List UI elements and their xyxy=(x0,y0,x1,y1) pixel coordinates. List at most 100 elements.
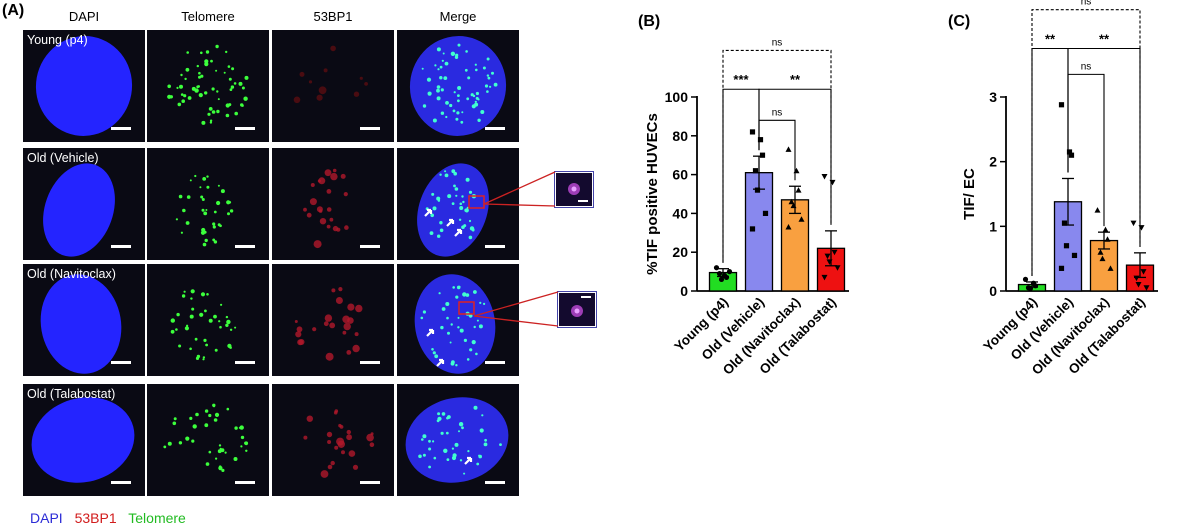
scale-bar xyxy=(111,127,131,130)
data-point xyxy=(754,187,761,193)
data-point xyxy=(716,270,723,277)
data-point xyxy=(752,168,759,174)
significance-bracket xyxy=(1031,47,1069,276)
data-point xyxy=(1104,236,1111,242)
panel-letter: (C) xyxy=(948,13,970,30)
micrograph-young-53bp1 xyxy=(272,30,394,142)
data-point xyxy=(790,202,797,209)
micrograph-navitoclax-telomere xyxy=(147,264,269,376)
significance-label: ns xyxy=(1081,0,1092,8)
micrograph-talabostat-dapi: Old (Talabostat) xyxy=(23,384,145,496)
scale-bar xyxy=(360,127,380,130)
data-point xyxy=(824,253,831,260)
scale-bar xyxy=(235,127,255,130)
zoom-inset-navitoclax xyxy=(558,292,596,327)
y-tick-label: 3 xyxy=(989,89,997,105)
data-point xyxy=(1032,283,1039,289)
y-tick-label: 20 xyxy=(672,244,688,260)
micrograph-talabostat-telomere xyxy=(147,384,269,496)
row-label-navitoclax: Old (Navitoclax) xyxy=(27,267,116,281)
significance-bracket xyxy=(722,49,832,263)
data-point xyxy=(1027,285,1034,292)
data-point xyxy=(759,152,766,158)
data-point xyxy=(788,198,795,205)
micrograph-vehicle-telomere xyxy=(147,148,269,260)
micrograph-talabostat-merge xyxy=(397,384,519,496)
column-header-merge: Merge xyxy=(439,9,477,24)
data-point xyxy=(785,223,792,230)
panel-letter: (B) xyxy=(638,13,660,30)
column-header-telomere: Telomere xyxy=(181,9,235,24)
y-tick-label: 100 xyxy=(665,89,689,105)
data-point xyxy=(749,226,756,232)
data-point xyxy=(829,179,836,186)
y-tick-label: 40 xyxy=(672,205,688,221)
scale-bar xyxy=(111,245,131,248)
data-point xyxy=(726,269,733,275)
data-point xyxy=(831,249,838,256)
data-point xyxy=(785,146,792,152)
data-point xyxy=(1099,255,1106,262)
y-tick-label: 2 xyxy=(989,154,997,170)
scale-bar xyxy=(360,245,380,248)
scale-bar xyxy=(111,481,131,484)
zoom-region-box xyxy=(468,195,485,209)
legend-53bp1: 53BP1 xyxy=(74,510,117,526)
micrograph-young-dapi: Young (p4) xyxy=(23,30,145,142)
zoom-region-box xyxy=(458,301,475,315)
arrow-marker xyxy=(454,228,463,237)
data-point xyxy=(1130,220,1137,227)
data-point xyxy=(1066,149,1073,155)
data-point xyxy=(1138,225,1145,231)
significance-label: ns xyxy=(1081,61,1092,72)
scale-bar xyxy=(235,481,255,484)
significance-label: *** xyxy=(733,72,749,87)
data-point xyxy=(762,210,769,216)
data-point xyxy=(793,167,800,174)
arrow-marker xyxy=(446,218,455,227)
significance-label: ns xyxy=(772,107,783,118)
significance-label: ** xyxy=(1045,32,1056,47)
scale-bar xyxy=(360,481,380,484)
micrograph-talabostat-53bp1 xyxy=(272,384,394,496)
data-point xyxy=(1102,226,1109,233)
data-point xyxy=(1058,265,1065,271)
data-point xyxy=(1140,269,1147,275)
scale-bar xyxy=(485,481,505,484)
y-tick-label: 1 xyxy=(989,218,997,234)
y-tick-label: 0 xyxy=(989,283,997,299)
arrow-marker xyxy=(426,328,435,337)
scale-bar xyxy=(485,361,505,364)
data-point xyxy=(723,274,730,281)
data-point xyxy=(1068,152,1075,158)
arrow-marker xyxy=(424,208,433,217)
data-point xyxy=(795,187,802,193)
scale-bar xyxy=(485,127,505,130)
legend-dapi: DAPI xyxy=(30,510,63,526)
data-point xyxy=(749,129,756,135)
data-point xyxy=(1063,243,1070,249)
arrow-marker xyxy=(464,456,473,465)
scale-bar xyxy=(485,245,505,248)
micrograph-young-telomere xyxy=(147,30,269,142)
scale-bar xyxy=(360,361,380,364)
data-point xyxy=(821,274,828,281)
data-point xyxy=(713,265,720,271)
micrograph-vehicle-dapi: Old (Vehicle) xyxy=(23,148,145,260)
legend-telomere: Telomere xyxy=(128,510,186,526)
color-legend: DAPI 53BP1 Telomere xyxy=(30,510,194,526)
row-label-talabostat: Old (Talabostat) xyxy=(27,387,116,401)
scale-bar xyxy=(111,361,131,364)
data-point xyxy=(826,259,833,265)
panel-a-letter: (A) xyxy=(2,2,25,19)
data-point xyxy=(1061,220,1068,226)
significance-label: ** xyxy=(790,72,801,87)
row-label-young: Young (p4) xyxy=(27,33,88,47)
micrograph-vehicle-53bp1 xyxy=(272,148,394,260)
significance-label: ** xyxy=(1099,32,1110,47)
scale-bar xyxy=(235,245,255,248)
micrograph-navitoclax-53bp1 xyxy=(272,264,394,376)
arrow-marker xyxy=(436,358,445,367)
